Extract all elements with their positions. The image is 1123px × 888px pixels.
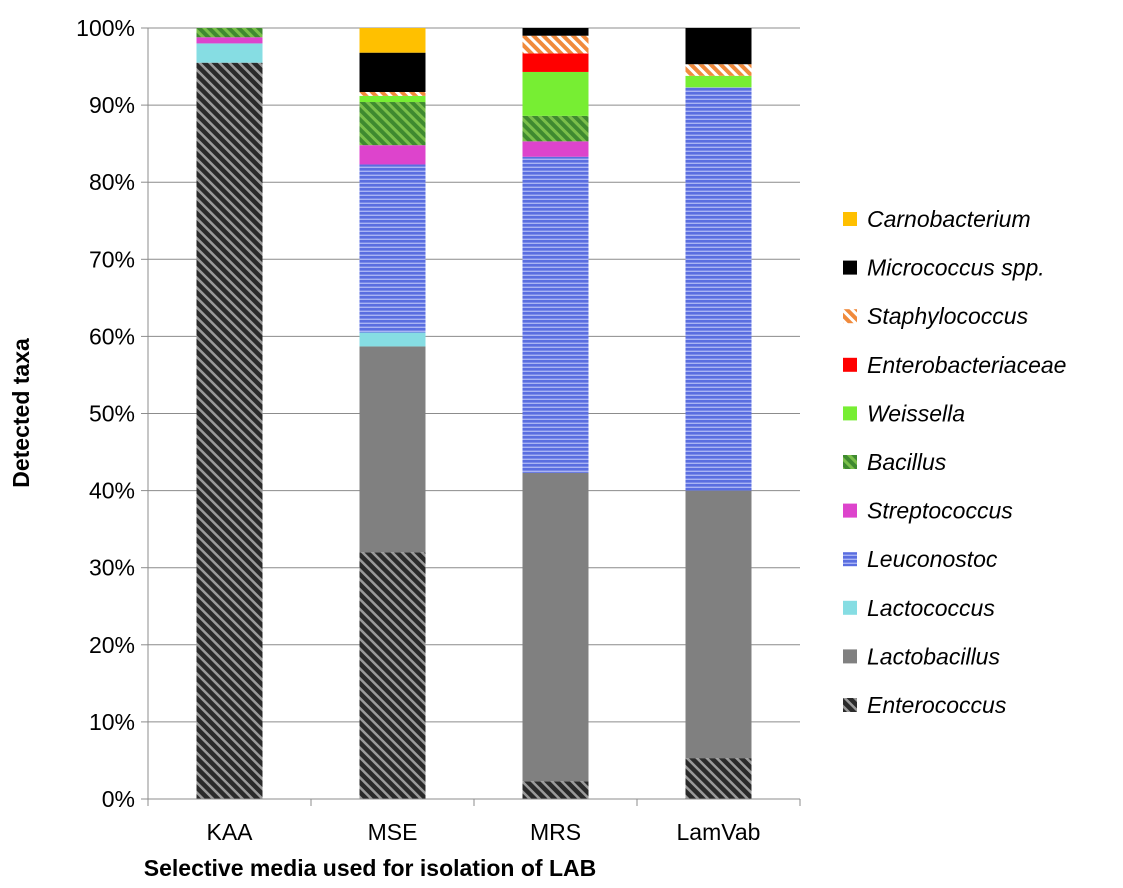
bars — [196, 28, 752, 799]
legend-label: Lactobacillus — [867, 643, 1000, 669]
legend-swatch — [843, 260, 857, 275]
legend-item-lactobacillus: Lactobacillus — [843, 643, 1000, 669]
bar-segment-staphylococcus-mrs — [522, 35, 589, 54]
y-tick-label: 60% — [89, 323, 135, 349]
bar-segment-lactobacillus-mse — [359, 346, 426, 553]
legend-swatch — [843, 455, 857, 469]
legend-item-enterococcus: Enterococcus — [843, 692, 1007, 718]
legend-swatch — [843, 212, 857, 226]
bar-segment-enterococcus-lamvab — [685, 758, 752, 799]
legend-swatch — [843, 503, 857, 518]
y-tick-label: 10% — [89, 709, 135, 735]
legend-item-streptococcus: Streptococcus — [843, 498, 1013, 524]
legend-item-carnobacterium: Carnobacterium — [843, 206, 1031, 232]
y-tick-label: 30% — [89, 555, 135, 581]
x-tick-label: MSE — [368, 819, 418, 845]
x-tick-label: LamVab — [677, 819, 761, 845]
bar-segment-lactobacillus-lamvab — [685, 490, 752, 759]
bar-segment-enterococcus-mse — [359, 552, 426, 799]
bar-segment-weissella-lamvab — [685, 75, 752, 88]
legend-item-staphylococcus: Staphylococcus — [843, 303, 1029, 329]
legend-label: Leuconostoc — [867, 546, 998, 572]
legend-swatch — [843, 649, 857, 664]
legend: Carnobacterium Micrococcus spp. Staphyloco… — [843, 206, 1066, 718]
y-tick-label: 90% — [89, 92, 135, 118]
legend-swatch — [843, 698, 857, 712]
bar-segment-micrococcus-spp-lamvab — [685, 28, 752, 65]
x-tick-labels: KAA MSE MRS LamVab — [206, 819, 760, 845]
bar-segment-enterococcus-mrs — [522, 781, 589, 799]
y-tick-label: 80% — [89, 169, 135, 195]
legend-label: Streptococcus — [867, 498, 1013, 524]
bar-segment-streptococcus-kaa — [196, 37, 263, 44]
legend-swatch — [843, 406, 857, 421]
x-axis-title: Selective media used for isolation of LA… — [144, 855, 596, 881]
y-tick-label: 70% — [89, 246, 135, 272]
legend-label: Staphylococcus — [867, 303, 1029, 329]
bar-segment-leuconostoc-lamvab — [685, 87, 752, 491]
legend-label: Weissella — [867, 400, 965, 426]
bar-segment-enterobacteriaceae-mrs — [522, 53, 589, 72]
y-axis-title: Detected taxa — [8, 338, 34, 488]
legend-item-lactococcus: Lactococcus — [843, 595, 995, 621]
legend-item-enterobacteriaceae: Enterobacteriaceae — [843, 352, 1066, 378]
bar-segment-bacillus-kaa — [196, 28, 263, 38]
legend-swatch — [843, 552, 857, 567]
bar-segment-lactobacillus-mrs — [522, 472, 589, 782]
x-tick-label: MRS — [530, 819, 581, 845]
legend-label: Lactococcus — [867, 595, 995, 621]
y-tick-labels: 0% 10% 20% 30% 40% 50% 60% 70% 80% 90% 100% — [76, 15, 135, 812]
legend-label: Carnobacterium — [867, 206, 1031, 232]
bar-segment-leuconostoc-mrs — [522, 156, 589, 473]
legend-item-leuconostoc: Leuconostoc — [843, 546, 998, 572]
bar-segment-lactococcus-kaa — [196, 43, 263, 63]
bar-segment-micrococcus-spp-mse — [359, 52, 426, 92]
bar-segment-staphylococcus-lamvab — [685, 64, 752, 76]
legend-item-micrococcus-spp: Micrococcus spp. — [843, 255, 1045, 281]
bar-segment-weissella-mrs — [522, 71, 589, 116]
axes — [147, 28, 801, 806]
legend-label: Enterobacteriaceae — [867, 352, 1066, 378]
legend-label: Enterococcus — [867, 692, 1007, 718]
legend-item-bacillus: Bacillus — [843, 449, 947, 475]
legend-item-weissella: Weissella — [843, 400, 965, 426]
y-tick-label: 100% — [76, 15, 135, 41]
bar-segment-staphylococcus-mse — [359, 91, 426, 96]
bar-segment-streptococcus-mrs — [522, 141, 589, 157]
bar-segment-bacillus-mrs — [522, 115, 589, 142]
bar-segment-bacillus-mse — [359, 102, 426, 146]
bar-segment-enterococcus-kaa — [196, 62, 263, 799]
bar-segment-lactococcus-mse — [359, 332, 426, 347]
y-tick-label: 50% — [89, 401, 135, 427]
y-tick-label: 20% — [89, 632, 135, 658]
bar-segment-weissella-mse — [359, 95, 426, 103]
bar-segment-leuconostoc-mse — [359, 164, 426, 333]
legend-label: Bacillus — [867, 449, 947, 475]
x-tick-label: KAA — [206, 819, 253, 845]
bar-segment-carnobacterium-mse — [359, 28, 426, 53]
legend-label: Micrococcus spp. — [867, 255, 1045, 281]
y-tick-label: 0% — [102, 786, 135, 812]
bar-segment-streptococcus-mse — [359, 145, 426, 165]
legend-swatch — [843, 357, 857, 372]
legend-swatch — [843, 309, 857, 324]
legend-swatch — [843, 600, 857, 615]
y-tick-label: 40% — [89, 478, 135, 504]
bar-segment-micrococcus-spp-mrs — [522, 28, 589, 36]
